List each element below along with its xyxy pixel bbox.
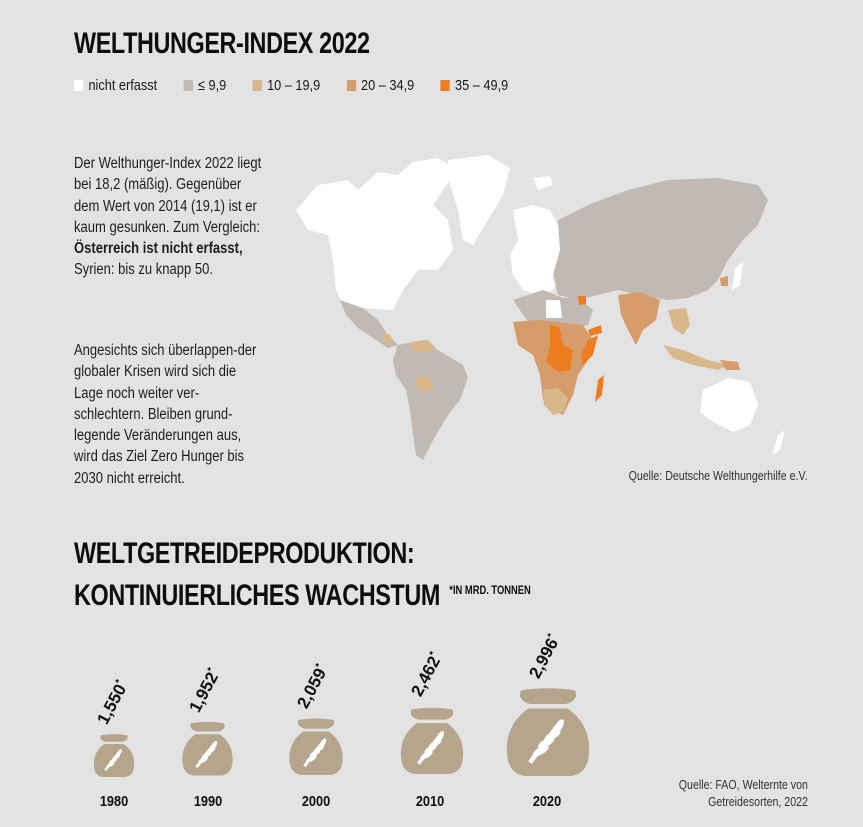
legend-label: nicht erfasst: [88, 77, 158, 94]
japan-not-recorded: [732, 262, 743, 290]
north-korea-serious: [720, 276, 728, 286]
year-2010: 2010: [415, 793, 445, 810]
legend-label: 10 – 19,9: [267, 77, 321, 94]
production-source: Quelle: FAO, Welternte von Getreidesorten…: [679, 777, 808, 811]
grain-bag-icon: [182, 721, 233, 776]
intro-paragraph: Der Welthunger-Index 2022 liegt bei 18,2…: [74, 153, 267, 281]
legend-label: 20 – 34,9: [361, 77, 415, 94]
south-america-region: [393, 340, 468, 460]
grain-bag-icon: [289, 718, 343, 775]
year-2000: 2000: [301, 793, 331, 810]
legend-swatch: [74, 80, 84, 91]
iceland-region: [533, 176, 553, 190]
value-text: 2,462: [407, 653, 445, 700]
asia-low-region: [553, 178, 768, 300]
year-1980: 1980: [99, 793, 129, 810]
north-america-region: [296, 158, 458, 310]
value-text: 2,059: [293, 665, 331, 712]
syria-alarming: [578, 296, 586, 305]
grain-bag-icon: [93, 734, 135, 777]
unit-note: *IN MRD. TONNEN: [449, 583, 531, 597]
grain-bag-icon: [400, 707, 464, 774]
legend-item-alarming: 35 – 49,9: [440, 77, 509, 94]
bag-value-2000: 2,059*: [293, 662, 332, 712]
value-text: 1,952: [185, 669, 223, 716]
bag-value-1980: 1,550*: [93, 678, 132, 728]
world-hunger-map: [296, 155, 785, 460]
production-title-line2: KONTINUIERLICHES WACHSTUM *IN MRD. TONNEN: [74, 573, 531, 613]
bag-value-2010: 2,462*: [407, 650, 446, 700]
legend-item-low: ≤ 9,9: [183, 77, 227, 94]
europe-region: [510, 205, 563, 295]
south-asia-serious: [618, 292, 660, 345]
legend-swatch: [346, 80, 356, 91]
year-2020: 2020: [532, 793, 562, 810]
legend-label: 35 – 49,9: [455, 77, 509, 94]
central-america-moderate: [380, 332, 394, 343]
yemen-alarming: [588, 325, 602, 336]
value-text: 1,550: [93, 681, 131, 728]
year-1990: 1990: [193, 793, 223, 810]
production-title-text: KONTINUIERLICHES WACHSTUM: [74, 579, 440, 612]
legend-label: ≤ 9,9: [197, 77, 227, 94]
production-title-line1: WELTGETREIDEPRODUKTION:: [74, 537, 415, 570]
png-serious: [720, 360, 740, 370]
legend-swatch: [252, 80, 262, 91]
legend-swatch: [440, 80, 450, 91]
legend-swatch: [183, 80, 193, 91]
libya-not-recorded: [546, 300, 562, 318]
bag-value-1990: 1,952*: [185, 666, 224, 716]
source-line: Getreidesorten, 2022: [708, 795, 808, 809]
intro-text: Der Welthunger-Index 2022 liegt bei 18,2…: [74, 155, 262, 236]
southeast-asia-moderate: [668, 308, 690, 335]
legend-item-not-recorded: nicht erfasst: [74, 77, 157, 94]
intro-bold-text: Österreich ist nicht erfasst,: [74, 240, 243, 258]
bag-value-2020: 2,996*: [525, 632, 564, 682]
new-zealand-not-recorded: [772, 430, 785, 455]
map-title: WELTHUNGER-INDEX 2022: [74, 27, 370, 60]
source-line: Quelle: FAO, Welternte von: [678, 778, 808, 792]
map-source: Quelle: Deutsche Welthungerhilfe e.V.: [629, 469, 808, 483]
venezuela-moderate: [410, 340, 436, 353]
southern-africa-moderate: [543, 388, 568, 415]
outlook-paragraph: Angesichts sich überlappen-der globaler …: [74, 342, 257, 487]
legend-item-moderate: 10 – 19,9: [252, 77, 321, 94]
madagascar-alarming: [595, 375, 604, 402]
central-africa-alarming: [546, 325, 573, 372]
australia-not-recorded: [700, 378, 758, 432]
grain-bag-icon: [506, 688, 590, 776]
legend-item-serious: 20 – 34,9: [346, 77, 415, 94]
greenland-region: [448, 155, 510, 245]
bolivia-moderate: [415, 375, 433, 393]
map-legend: nicht erfasst ≤ 9,9 10 – 19,9 20 – 34,9 …: [74, 77, 535, 94]
indonesia-moderate: [663, 345, 728, 370]
somalia-alarming: [581, 335, 598, 365]
value-text: 2,996: [525, 635, 563, 682]
intro-text-end: Syrien: bis zu knapp 50.: [74, 261, 213, 279]
